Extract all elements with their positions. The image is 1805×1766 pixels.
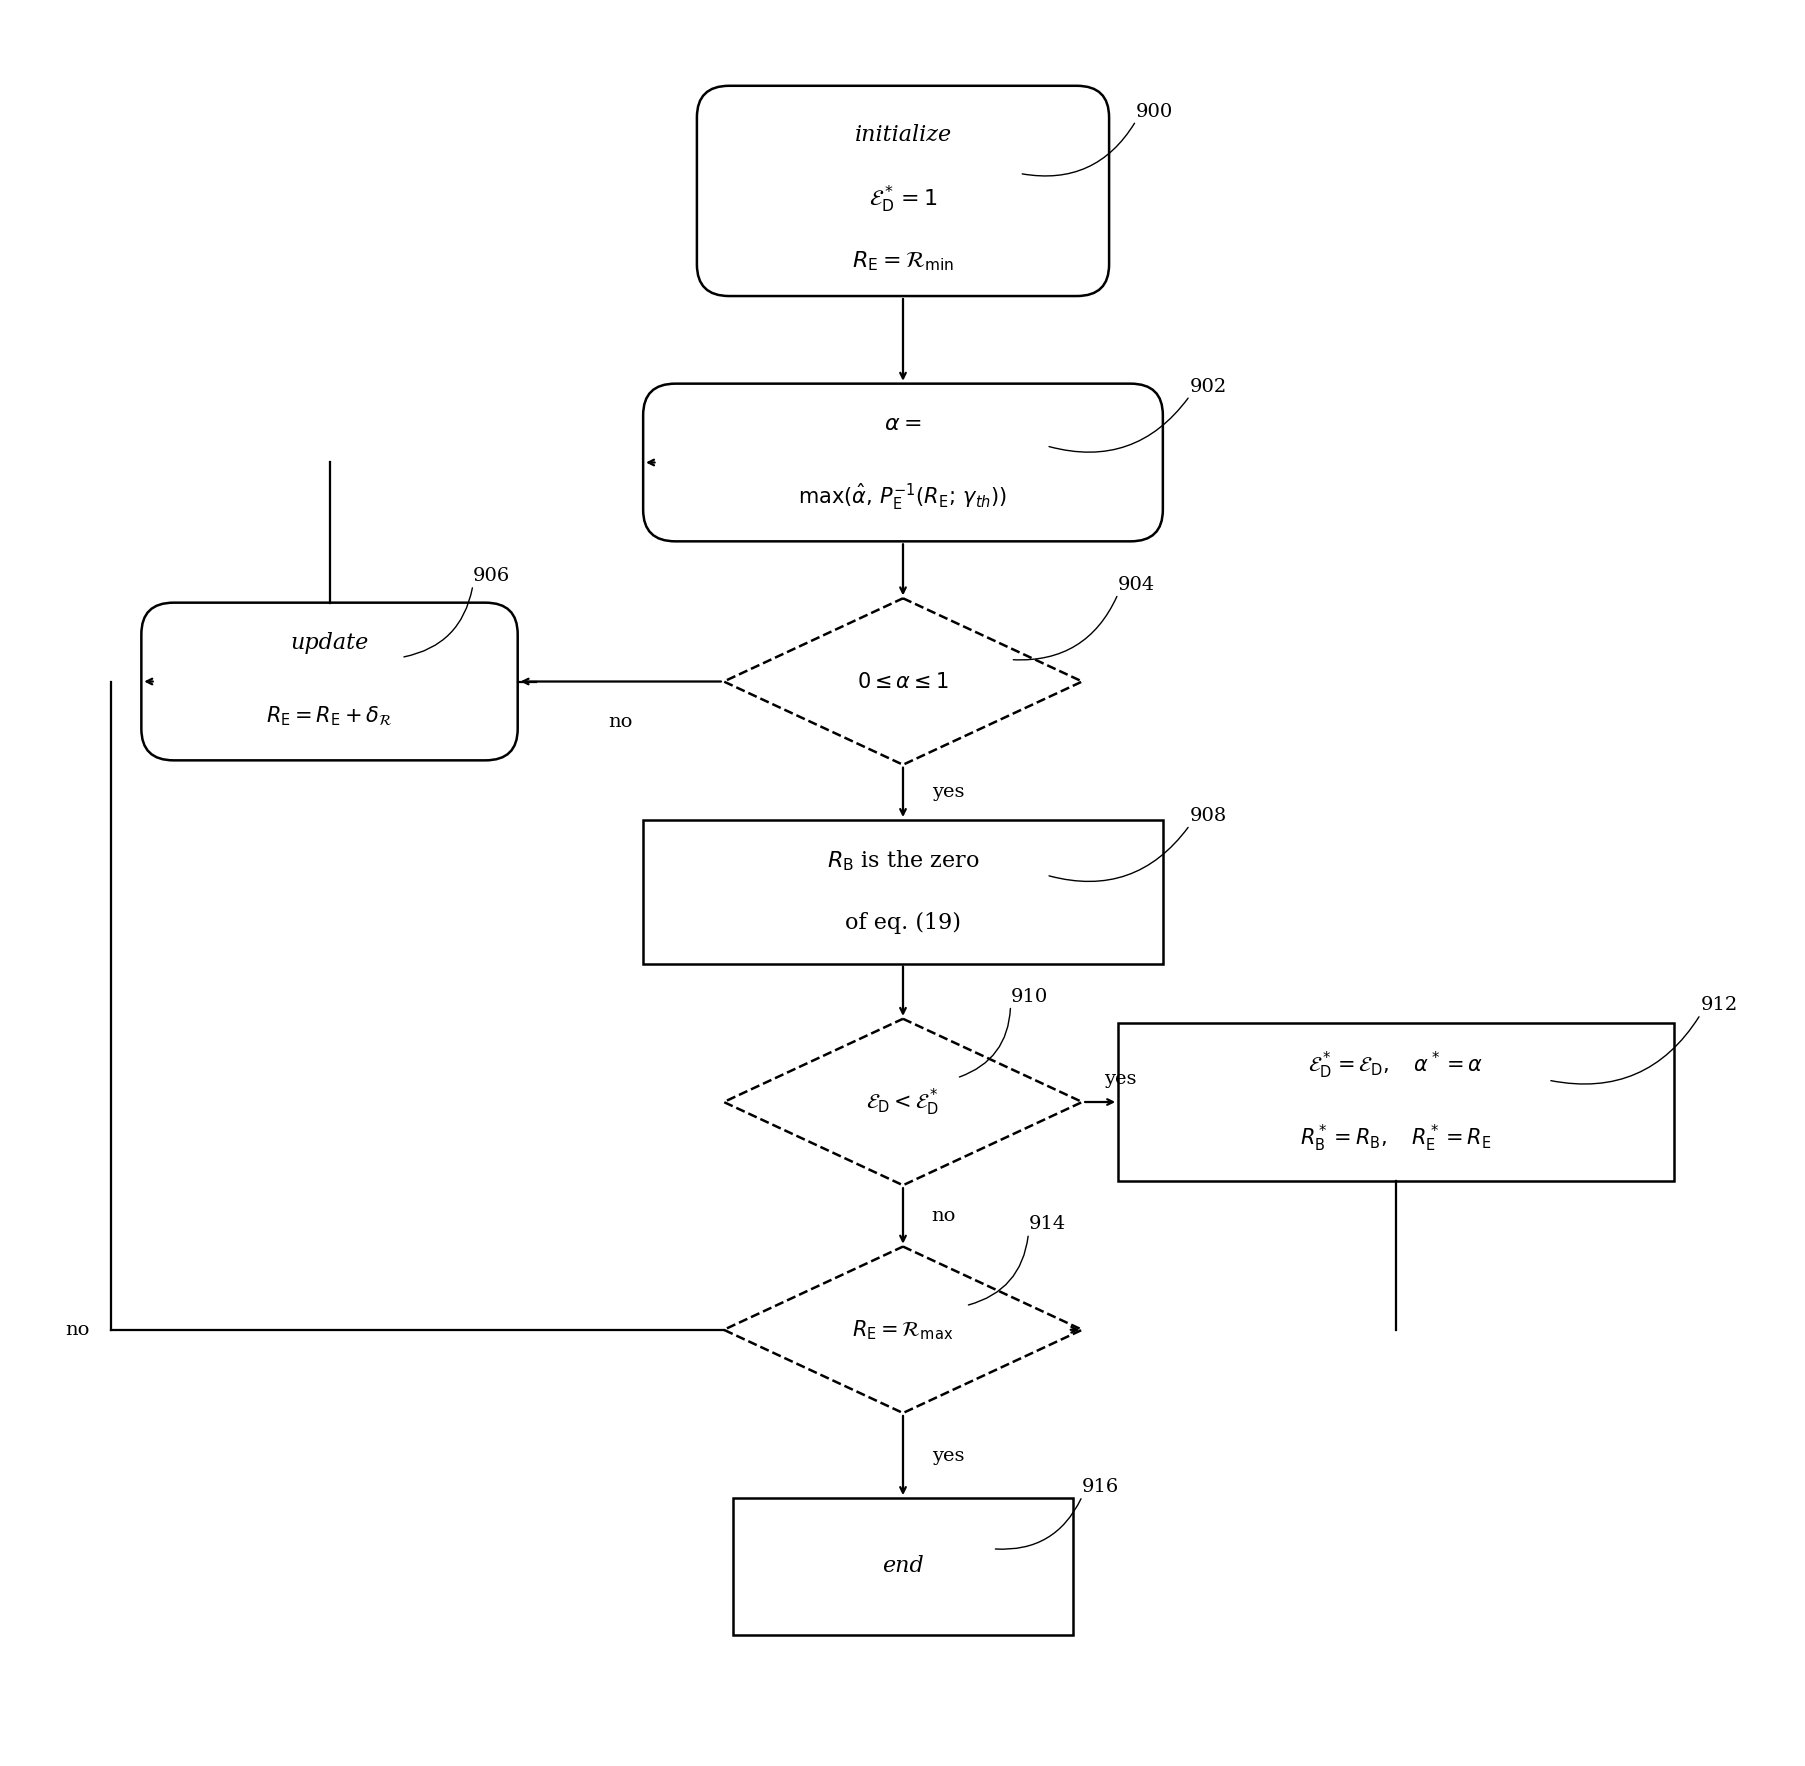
Text: $\alpha =$: $\alpha =$ — [884, 413, 921, 434]
Text: no: no — [608, 713, 632, 731]
Text: initialize: initialize — [854, 124, 951, 147]
FancyBboxPatch shape — [697, 87, 1108, 297]
Text: $R_\mathrm{E} = R_\mathrm{E} + \delta_\mathcal{R}$: $R_\mathrm{E} = R_\mathrm{E} + \delta_\m… — [265, 705, 393, 728]
Text: $R_\mathrm{E} = \mathcal{R}_\mathrm{min}$: $R_\mathrm{E} = \mathcal{R}_\mathrm{min}… — [852, 249, 953, 272]
Text: 908: 908 — [1189, 807, 1226, 825]
Text: update: update — [291, 632, 368, 653]
Bar — [643, 819, 1162, 964]
Polygon shape — [724, 1019, 1081, 1185]
Text: yes: yes — [1103, 1070, 1135, 1088]
Text: 912: 912 — [1700, 996, 1736, 1014]
Text: 914: 914 — [1027, 1215, 1065, 1233]
Text: 910: 910 — [1011, 987, 1047, 1005]
FancyBboxPatch shape — [643, 383, 1162, 542]
Text: no: no — [931, 1206, 955, 1226]
Polygon shape — [724, 599, 1081, 765]
Text: 916: 916 — [1081, 1478, 1119, 1496]
Text: yes: yes — [931, 1446, 964, 1464]
Polygon shape — [724, 1247, 1081, 1413]
Text: $0 \leq \alpha \leq 1$: $0 \leq \alpha \leq 1$ — [857, 671, 948, 692]
Text: 902: 902 — [1189, 378, 1226, 396]
Text: 904: 904 — [1117, 576, 1155, 593]
Bar — [733, 1498, 1072, 1635]
Text: $R^*_\mathrm{B} = R_\mathrm{B},\quad R^*_\mathrm{E} = R_\mathrm{E}$: $R^*_\mathrm{B} = R_\mathrm{B},\quad R^*… — [1300, 1123, 1491, 1155]
Text: 906: 906 — [473, 567, 509, 585]
Text: 900: 900 — [1135, 102, 1173, 120]
Text: end: end — [881, 1556, 924, 1577]
Text: $R_\mathrm{B}$ is the zero: $R_\mathrm{B}$ is the zero — [827, 848, 978, 872]
Text: $\mathcal{E}^*_\mathrm{D} = 1$: $\mathcal{E}^*_\mathrm{D} = 1$ — [868, 184, 937, 215]
Text: no: no — [65, 1321, 88, 1339]
Text: $R_\mathrm{E} = \mathcal{R}_\mathrm{max}$: $R_\mathrm{E} = \mathcal{R}_\mathrm{max}… — [852, 1317, 953, 1342]
Text: $\max(\hat{\alpha},\, P_\mathrm{E}^{-1}(R_\mathrm{E};\, \gamma_{th}))$: $\max(\hat{\alpha},\, P_\mathrm{E}^{-1}(… — [798, 482, 1007, 514]
FancyBboxPatch shape — [141, 602, 518, 761]
Text: $\mathcal{E}^*_\mathrm{D} = \mathcal{E}_\mathrm{D},\quad \alpha^* = \alpha$: $\mathcal{E}^*_\mathrm{D} = \mathcal{E}_… — [1307, 1049, 1482, 1081]
Text: $\mathcal{E}_\mathrm{D} < \mathcal{E}^*_\mathrm{D}$: $\mathcal{E}_\mathrm{D} < \mathcal{E}^*_… — [866, 1086, 939, 1118]
Text: of eq. (19): of eq. (19) — [845, 913, 960, 934]
Text: yes: yes — [931, 784, 964, 802]
Bar — [1117, 1023, 1673, 1181]
